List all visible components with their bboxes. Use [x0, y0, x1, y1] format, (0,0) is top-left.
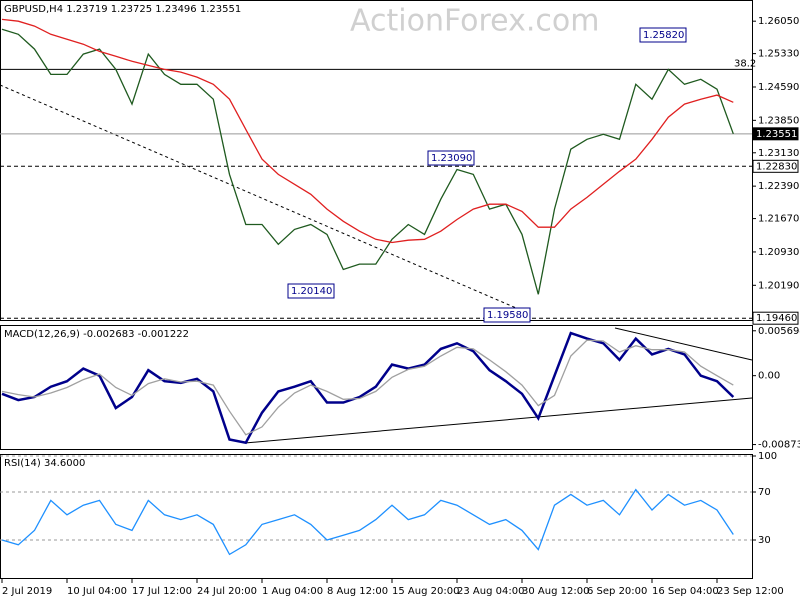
trend-line [244, 397, 753, 444]
level-label: 1.19460 [756, 313, 797, 324]
y-tick-label: 1.25330 [758, 49, 799, 60]
y-tick-label: 30 [758, 535, 771, 546]
y-tick-label: 1.22390 [758, 181, 799, 192]
series-line [1, 339, 734, 436]
x-tick-label: 30 Aug 12:00 [522, 586, 589, 597]
level-box [752, 159, 799, 173]
x-tick-label: 1 Aug 04:00 [262, 586, 323, 597]
series-line [1, 28, 734, 295]
x-tick-label: 17 Jul 12:00 [132, 586, 192, 597]
x-tick-label: 6 Sep 20:00 [587, 586, 647, 597]
series-line [1, 18, 734, 244]
x-tick-label: 2 Jul 2019 [2, 586, 52, 597]
x-tick-label: 10 Jul 04:00 [67, 586, 127, 597]
annotation-label: 1.20140 [291, 286, 332, 297]
x-tick-label: 15 Aug 20:00 [392, 586, 459, 597]
x-tick-label: 8 Aug 12:00 [327, 586, 388, 597]
y-tick-label: 1.24590 [758, 82, 799, 93]
fib-label: 38.2 [734, 58, 756, 69]
annotation-label: 1.23090 [431, 153, 472, 164]
level-label: 1.22830 [756, 161, 797, 172]
trend-line [614, 327, 753, 361]
y-tick-label: 1.20190 [758, 280, 799, 291]
series-line [1, 331, 735, 445]
annotation-box [427, 150, 475, 166]
y-tick-label: 1.20930 [758, 247, 799, 258]
annotation-label: 1.25820 [643, 30, 684, 41]
series-line [1, 488, 734, 556]
annotation-label: 1.19580 [487, 310, 528, 321]
x-tick-label: 23 Sep 12:00 [717, 586, 784, 597]
trend-line [0, 84, 531, 315]
x-tick-label: 16 Sep 04:00 [652, 586, 719, 597]
y-tick-label: 0.00 [758, 371, 780, 382]
y-tick-label: 1.23850 [758, 115, 799, 126]
annotation-box [483, 307, 531, 323]
watermark: ActionForex.com [350, 4, 599, 39]
x-tick-label: 24 Jul 20:00 [197, 586, 257, 597]
y-tick-label: 1.21670 [758, 214, 799, 225]
annotation-box [639, 27, 687, 43]
chart-title: GBPUSD,H4 1.23719 1.23725 1.23496 1.2355… [4, 4, 241, 15]
y-tick-label: 100 [758, 451, 777, 462]
y-tick-label: 1.23130 [758, 148, 799, 159]
x-tick-label: 23 Aug 04:00 [457, 586, 524, 597]
annotation-box [287, 283, 335, 299]
macd-title: MACD(12,26,9) -0.002683 -0.001222 [4, 329, 189, 340]
y-tick-label: -0.008737 [758, 440, 800, 451]
rsi-panel [0, 454, 753, 579]
y-tick-label: 70 [758, 487, 771, 498]
y-tick-label: 0.005694 [758, 326, 800, 337]
level-box [752, 127, 799, 141]
rsi-title: RSI(14) 34.6000 [4, 458, 85, 469]
y-tick-label: 1.26050 [758, 16, 799, 27]
level-box [752, 311, 799, 325]
level-label: 1.23551 [756, 129, 797, 140]
macd-panel [0, 325, 753, 450]
